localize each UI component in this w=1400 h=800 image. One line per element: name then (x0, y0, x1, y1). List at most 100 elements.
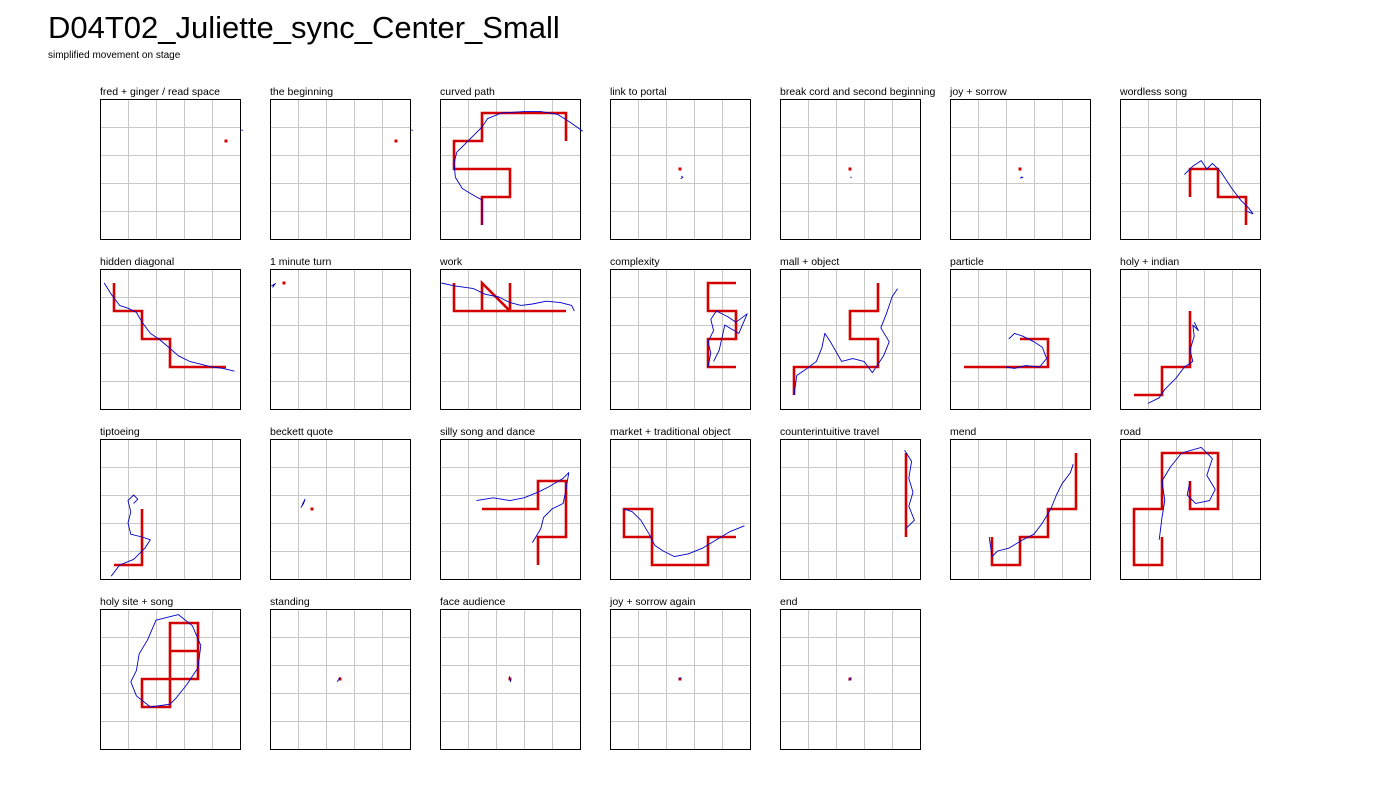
panel-frame (270, 269, 411, 410)
panel-label: the beginning (270, 86, 334, 98)
panel-frame (1120, 269, 1261, 410)
movement-trace (623, 508, 745, 558)
panel-frame (100, 99, 241, 240)
panel-plot (100, 99, 243, 240)
movement-trace (1005, 332, 1048, 369)
panel-frame (100, 269, 241, 410)
movement-trace (336, 677, 341, 683)
panel-label: end (780, 596, 798, 608)
simplified-path-point (678, 677, 682, 681)
movement-trace (411, 129, 413, 131)
panel-frame (1120, 99, 1261, 240)
panel-label: road (1120, 426, 1142, 438)
simplified-path-point (678, 167, 682, 171)
panel-frame (780, 439, 921, 580)
movement-trace (241, 129, 243, 131)
panel-plot (610, 269, 751, 410)
simplified-path (622, 507, 736, 567)
simplified-path-point (338, 677, 342, 681)
simplified-path (706, 281, 738, 369)
panel-plot (440, 439, 581, 580)
movement-trace (441, 282, 575, 312)
panel-plot (780, 99, 921, 240)
panel-frame (270, 609, 411, 750)
panel-frame (270, 99, 411, 240)
simplified-path (112, 283, 226, 369)
panel-label: wordless song (1120, 86, 1188, 98)
panel-label: tiptoeing (100, 426, 140, 438)
panel-frame (1120, 439, 1261, 580)
simplified-path (1188, 167, 1248, 225)
simplified-path-point (224, 139, 228, 143)
panel-frame (440, 99, 581, 240)
panel-plot (1120, 99, 1261, 240)
movement-trace (453, 111, 584, 225)
movement-trace (988, 464, 1074, 558)
panel-label: joy + sorrow (950, 86, 1007, 98)
panel-label: beckett quote (270, 426, 334, 438)
panel-plot (1120, 269, 1261, 410)
panel-plot (440, 99, 584, 240)
panel-label: silly song and dance (440, 426, 536, 438)
panel-frame (950, 99, 1091, 240)
panel-plot (100, 609, 241, 750)
movement-trace (508, 676, 512, 683)
movement-trace (1184, 160, 1254, 215)
simplified-path (482, 479, 568, 565)
panel-label: fred + ginger / read space (100, 86, 220, 98)
movement-trace (476, 472, 570, 543)
panel-plot (270, 439, 411, 580)
movement-trace (904, 449, 915, 529)
panel-frame (950, 269, 1091, 410)
panel-label: work (440, 256, 463, 268)
movement-trace (1158, 446, 1216, 540)
movement-trace (680, 175, 684, 180)
panel-plot (270, 609, 411, 750)
panel-plot (270, 269, 411, 410)
simplified-path-point (310, 507, 314, 511)
simplified-path-point (848, 167, 852, 171)
panel-frame (440, 439, 581, 580)
movement-trace (678, 677, 682, 680)
panel-label: hidden diagonal (100, 256, 175, 268)
panel-plot (610, 99, 751, 240)
panel-frame (100, 609, 241, 750)
panel-label: holy site + song (100, 596, 174, 608)
panel-frame (780, 99, 921, 240)
panel-plot (100, 269, 241, 410)
simplified-path-point (1018, 167, 1022, 171)
panel-frame (610, 269, 751, 410)
movement-trace (848, 677, 852, 681)
panel-plot (440, 609, 581, 750)
panel-label: break cord and second beginning (780, 86, 936, 98)
panel-label: joy + sorrow again (610, 596, 696, 608)
panel-label: curved path (440, 86, 495, 98)
movement-trace (1147, 321, 1199, 404)
simplified-path-point (282, 281, 286, 285)
page-title: D04T02_Juliette_sync_Center_Small (48, 10, 560, 45)
simplified-path (452, 111, 568, 225)
panel-label: market + traditional object (610, 426, 731, 438)
simplified-path (1134, 311, 1192, 397)
simplified-path (990, 453, 1078, 567)
panel-plot (950, 99, 1091, 240)
movement-trace (110, 494, 151, 577)
panel-frame (440, 609, 581, 750)
page-subtitle: simplified movement on stage (48, 50, 181, 61)
simplified-path (140, 621, 200, 709)
movement-trace (271, 282, 276, 288)
simplified-path-point (394, 139, 398, 143)
panel-frame (610, 609, 751, 750)
panel-label: particle (950, 256, 984, 268)
panel-frame (610, 99, 751, 240)
panel-label: mall + object (780, 256, 840, 268)
movement-trace (793, 288, 898, 396)
panel-label: standing (270, 596, 310, 608)
panel-frame (440, 269, 581, 410)
movement-trace (850, 176, 852, 179)
movement-trace (1019, 176, 1024, 179)
panel-plot (270, 99, 413, 240)
panel-plot (950, 269, 1091, 410)
panel-label: holy + indian (1120, 256, 1180, 268)
